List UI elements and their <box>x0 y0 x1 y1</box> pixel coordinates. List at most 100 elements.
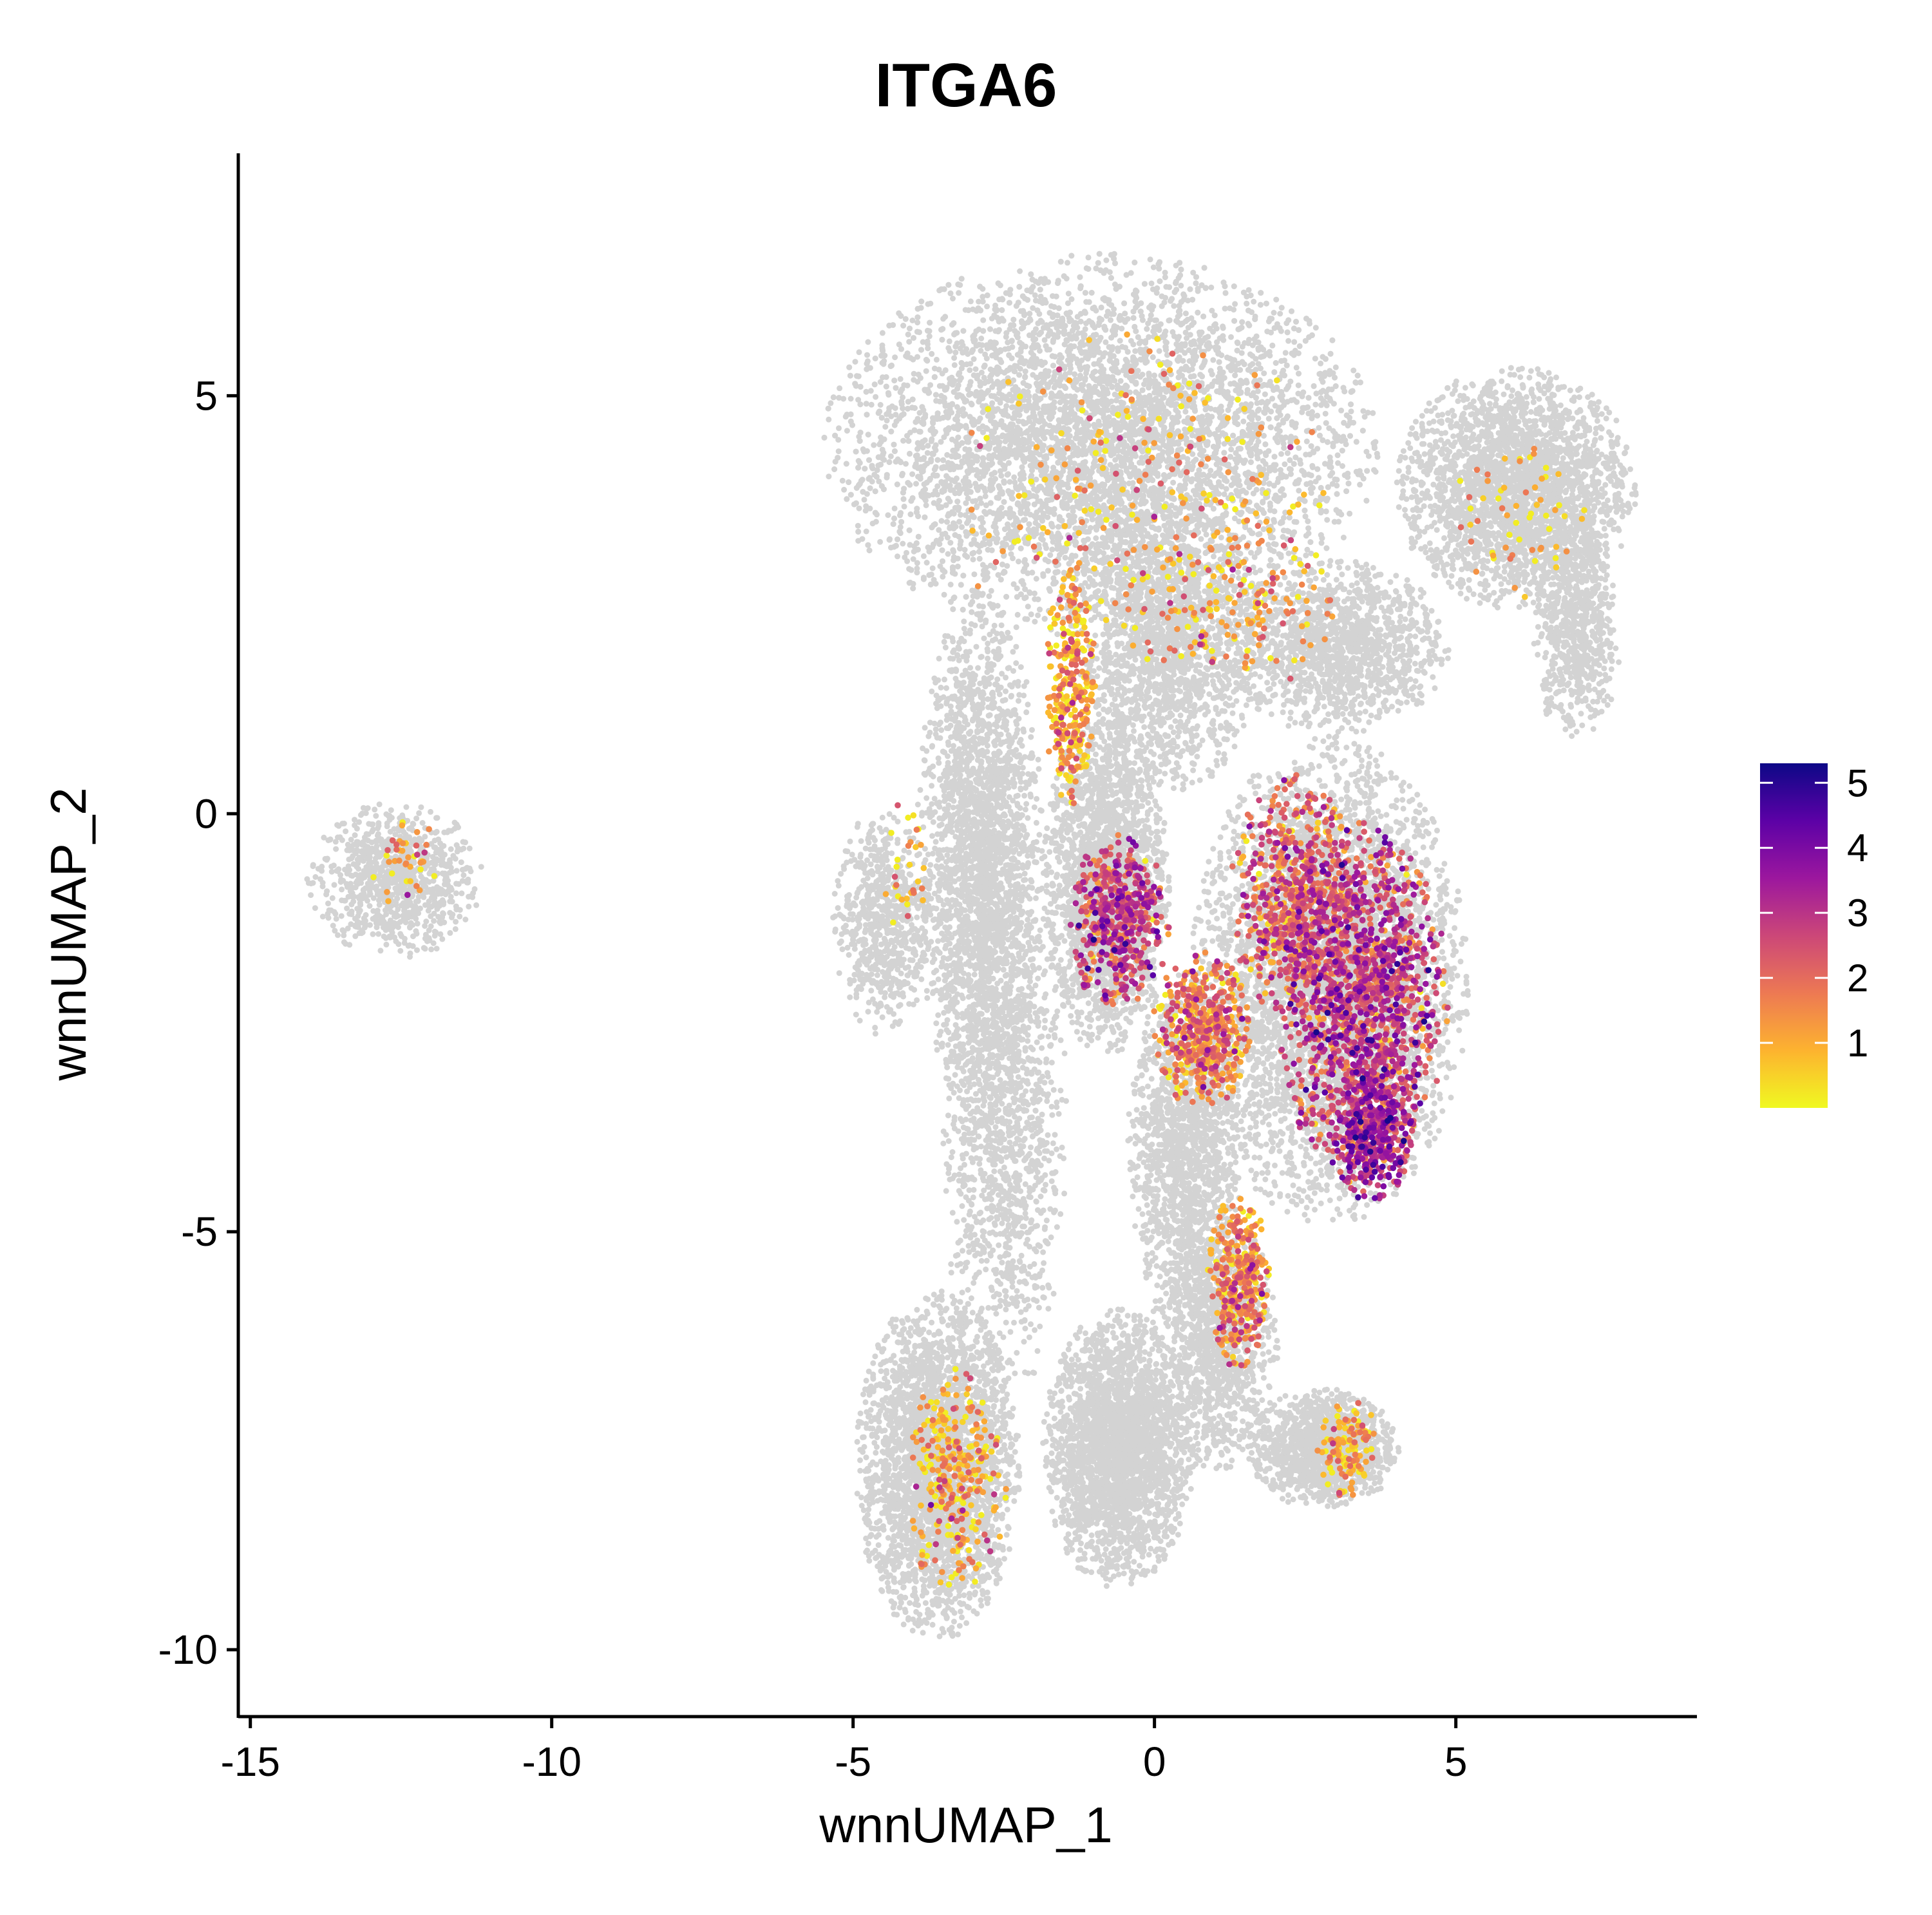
background-point <box>341 933 346 938</box>
background-point <box>1262 392 1268 397</box>
background-point <box>428 809 433 815</box>
background-point <box>435 815 440 821</box>
background-point <box>418 873 424 879</box>
background-point <box>466 904 471 910</box>
background-point <box>320 880 326 886</box>
background-point <box>440 910 446 916</box>
background-point <box>1108 462 1113 468</box>
background-point <box>352 832 358 838</box>
background-point <box>417 906 423 911</box>
background-point <box>442 872 448 878</box>
background-point <box>330 923 336 929</box>
background-point <box>360 920 366 926</box>
background-point <box>909 472 915 477</box>
background-point <box>426 861 431 866</box>
background-point <box>333 846 339 852</box>
background-point <box>437 841 443 846</box>
background-point <box>355 861 361 866</box>
background-point <box>1350 368 1356 374</box>
background-point <box>1324 517 1330 523</box>
background-point <box>430 889 435 895</box>
background-point <box>344 906 350 911</box>
background-point <box>422 902 428 908</box>
background-point <box>348 837 354 843</box>
background-point <box>950 296 956 301</box>
background-point <box>363 868 368 873</box>
background-point <box>452 820 458 826</box>
background-point <box>873 394 878 400</box>
background-point <box>370 931 376 937</box>
background-point <box>371 865 377 871</box>
background-point <box>316 866 321 872</box>
background-point <box>395 921 401 927</box>
background-point <box>377 948 383 953</box>
background-point <box>989 588 994 594</box>
background-point <box>369 829 375 835</box>
background-point <box>348 846 354 852</box>
background-point <box>460 846 466 852</box>
background-point <box>343 898 348 904</box>
background-point <box>350 873 355 879</box>
background-point <box>980 318 986 323</box>
background-point <box>383 935 389 941</box>
background-point <box>1015 612 1021 618</box>
background-point <box>346 863 352 869</box>
background-point <box>460 839 466 845</box>
background-point <box>1083 376 1088 381</box>
background-point <box>363 895 369 900</box>
background-point <box>334 916 339 922</box>
background-point <box>407 954 413 960</box>
background-point <box>882 424 888 430</box>
background-point <box>366 861 372 866</box>
background-point <box>1251 299 1256 305</box>
background-point <box>355 866 361 872</box>
background-point <box>447 930 453 936</box>
background-point <box>456 881 462 887</box>
background-point <box>448 846 454 852</box>
background-point <box>431 895 437 900</box>
background-point <box>365 837 371 843</box>
background-point <box>388 807 394 813</box>
background-point <box>453 919 459 925</box>
background-point <box>383 908 388 913</box>
background-point <box>310 880 316 886</box>
background-point <box>826 417 831 423</box>
background-point <box>1178 283 1184 289</box>
background-point <box>375 820 381 826</box>
background-point <box>431 867 437 873</box>
background-point <box>855 538 861 544</box>
background-point <box>336 866 341 872</box>
background-point <box>1338 408 1344 414</box>
background-point <box>453 890 459 896</box>
background-point <box>439 891 444 897</box>
background-point <box>422 946 428 951</box>
background-point <box>376 873 382 879</box>
background-point <box>310 862 316 868</box>
background-point <box>367 903 373 909</box>
background-point <box>377 801 383 807</box>
background-point <box>393 900 399 906</box>
background-point <box>373 838 379 844</box>
background-point <box>459 859 464 865</box>
background-point <box>338 879 344 885</box>
background-point <box>968 298 974 304</box>
chart-title: ITGA6 <box>875 51 1057 120</box>
background-point <box>308 892 314 898</box>
background-point <box>410 909 416 915</box>
background-point <box>356 819 362 825</box>
background-point <box>325 837 331 843</box>
background-point <box>1017 269 1023 274</box>
background-point <box>349 893 355 899</box>
background-point <box>1183 310 1189 316</box>
background-point <box>383 942 389 948</box>
background-point <box>359 875 365 881</box>
background-point <box>428 946 434 952</box>
background-point <box>337 872 343 878</box>
background-point <box>312 905 318 911</box>
background-point <box>1170 480 1176 486</box>
background-point <box>401 908 407 913</box>
background-point <box>422 884 428 890</box>
background-point <box>363 912 369 918</box>
background-point <box>396 828 402 834</box>
background-point <box>927 301 933 307</box>
